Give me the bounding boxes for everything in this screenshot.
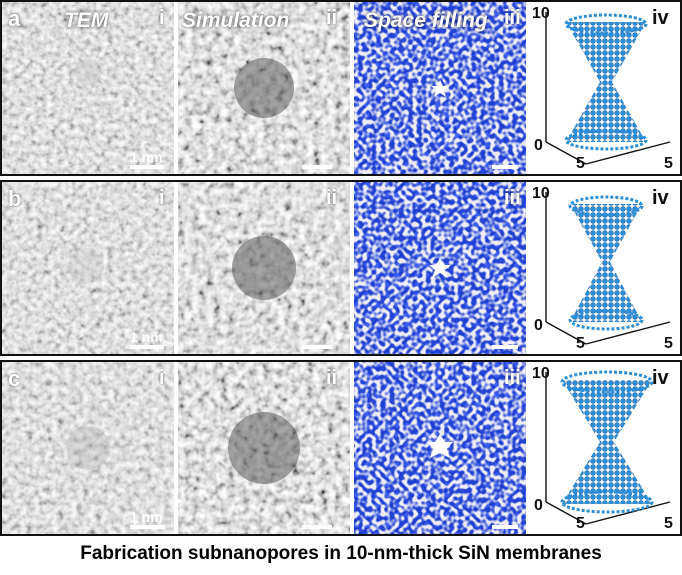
roman-numeral: i [159, 367, 165, 389]
3d-pore-model [545, 12, 671, 165]
x-axis-tick: 5 [576, 155, 585, 172]
roman-numeral: iv [652, 187, 669, 209]
figure-row-c: c i 1 nm ii [0, 360, 682, 536]
scale-bar [302, 345, 332, 349]
roman-numeral: ii [326, 367, 338, 389]
scale-bar [130, 525, 164, 529]
scale-bar [302, 525, 332, 529]
tem-panel: c i 1 nm [2, 362, 174, 534]
simulation-image [178, 2, 350, 174]
z-axis-top-tick: 10 [532, 365, 550, 382]
simulation-panel: Simulation ii [178, 2, 350, 174]
scale-bar-label: 1 nm [130, 509, 163, 525]
3d-pore-model-panel: 10 0 5 5 iv [530, 2, 680, 174]
space-filling-image [354, 182, 526, 354]
panel-label: c [8, 366, 21, 391]
scale-bar-label: 1 nm [130, 149, 163, 165]
panel-label: a [8, 6, 21, 31]
tem-image [2, 362, 174, 534]
roman-numeral: iii [504, 7, 521, 29]
3d-pore-model-panel: 10 0 5 5 iv [530, 182, 680, 354]
space-filling-panel: iii [354, 182, 526, 354]
simulation-panel: ii [178, 182, 350, 354]
figure-caption: Fabrication subnanopores in 10-nm-thick … [80, 543, 602, 564]
simulation-title: Simulation [182, 9, 290, 32]
simulation-image [178, 362, 350, 534]
space-filling-title: Space filling [364, 9, 488, 32]
roman-numeral: iv [652, 367, 669, 389]
z-axis-top-tick: 10 [532, 185, 550, 202]
x-axis-tick: 5 [576, 335, 585, 352]
roman-numeral: iii [504, 187, 521, 209]
figure-row-b: b i 1 nm ii [0, 180, 682, 356]
axis-origin-tick: 0 [534, 497, 543, 514]
roman-numeral: ii [326, 7, 338, 29]
axis-origin-tick: 0 [534, 317, 543, 334]
y-axis-tick: 5 [664, 515, 673, 532]
panel-label: b [8, 186, 22, 211]
space-filling-panel: Space filling iii [354, 2, 526, 174]
scale-bar [492, 525, 518, 529]
3d-pore-model [545, 192, 671, 345]
roman-numeral: i [159, 187, 165, 209]
simulation-panel: ii [178, 362, 350, 534]
figure-row-a: a TEM i 1 nm Simulation ii [0, 0, 682, 176]
tem-image [2, 2, 174, 174]
space-filling-image [354, 2, 526, 174]
roman-numeral: iii [504, 367, 521, 389]
scale-bar [302, 165, 332, 169]
y-axis-tick: 5 [664, 335, 673, 352]
y-axis-tick: 5 [664, 155, 673, 172]
simulation-image [178, 182, 350, 354]
roman-numeral: iv [652, 7, 669, 29]
axis-origin-tick: 0 [534, 137, 543, 154]
scale-bar [492, 165, 518, 169]
x-axis-tick: 5 [576, 515, 585, 532]
3d-pore-model-panel: 10 0 5 5 iv [530, 362, 680, 534]
tem-panel: b i 1 nm [2, 182, 174, 354]
tem-image [2, 182, 174, 354]
scale-bar [492, 345, 518, 349]
tem-title: TEM [64, 9, 109, 32]
tem-panel: a TEM i 1 nm [2, 2, 174, 174]
z-axis-top-tick: 10 [532, 5, 550, 22]
space-filling-image [354, 362, 526, 534]
roman-numeral: ii [326, 187, 338, 209]
space-filling-panel: iii [354, 362, 526, 534]
scale-bar-label: 1 nm [130, 329, 163, 345]
roman-numeral: i [159, 7, 165, 29]
scale-bar [130, 345, 164, 349]
3d-pore-model [545, 370, 671, 525]
scale-bar [130, 165, 164, 169]
